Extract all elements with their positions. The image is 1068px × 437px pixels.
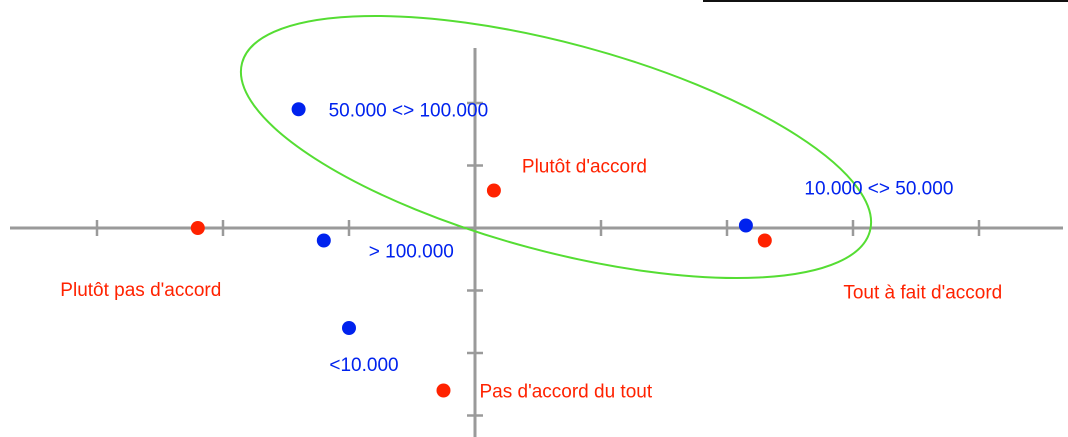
point-label: Pas d'accord du tout (480, 382, 653, 403)
point-label: Plutôt pas d'accord (60, 280, 221, 301)
point-label: > 100.000 (369, 242, 454, 263)
axes (10, 48, 1063, 437)
data-point (342, 321, 356, 335)
data-point (738, 218, 753, 233)
top-rule-line (703, 0, 1068, 2)
point-label: Plutôt d'accord (522, 157, 647, 178)
data-points (190, 102, 772, 398)
point-label: 10.000 <> 50.000 (804, 179, 953, 200)
point-label: Tout à fait d'accord (843, 283, 1002, 304)
data-point (757, 233, 772, 248)
data-point (190, 221, 205, 235)
point-labels: Plutôt d'accord Plutôt pas d'accord Tout à… (60, 100, 1002, 402)
highlight-ellipse (239, 14, 873, 280)
data-point (316, 233, 331, 248)
point-label: 50.000 <> 100.000 (329, 100, 489, 121)
data-point (486, 183, 501, 198)
point-label: <10.000 (329, 355, 398, 376)
data-point (291, 102, 306, 117)
data-point (436, 383, 451, 398)
